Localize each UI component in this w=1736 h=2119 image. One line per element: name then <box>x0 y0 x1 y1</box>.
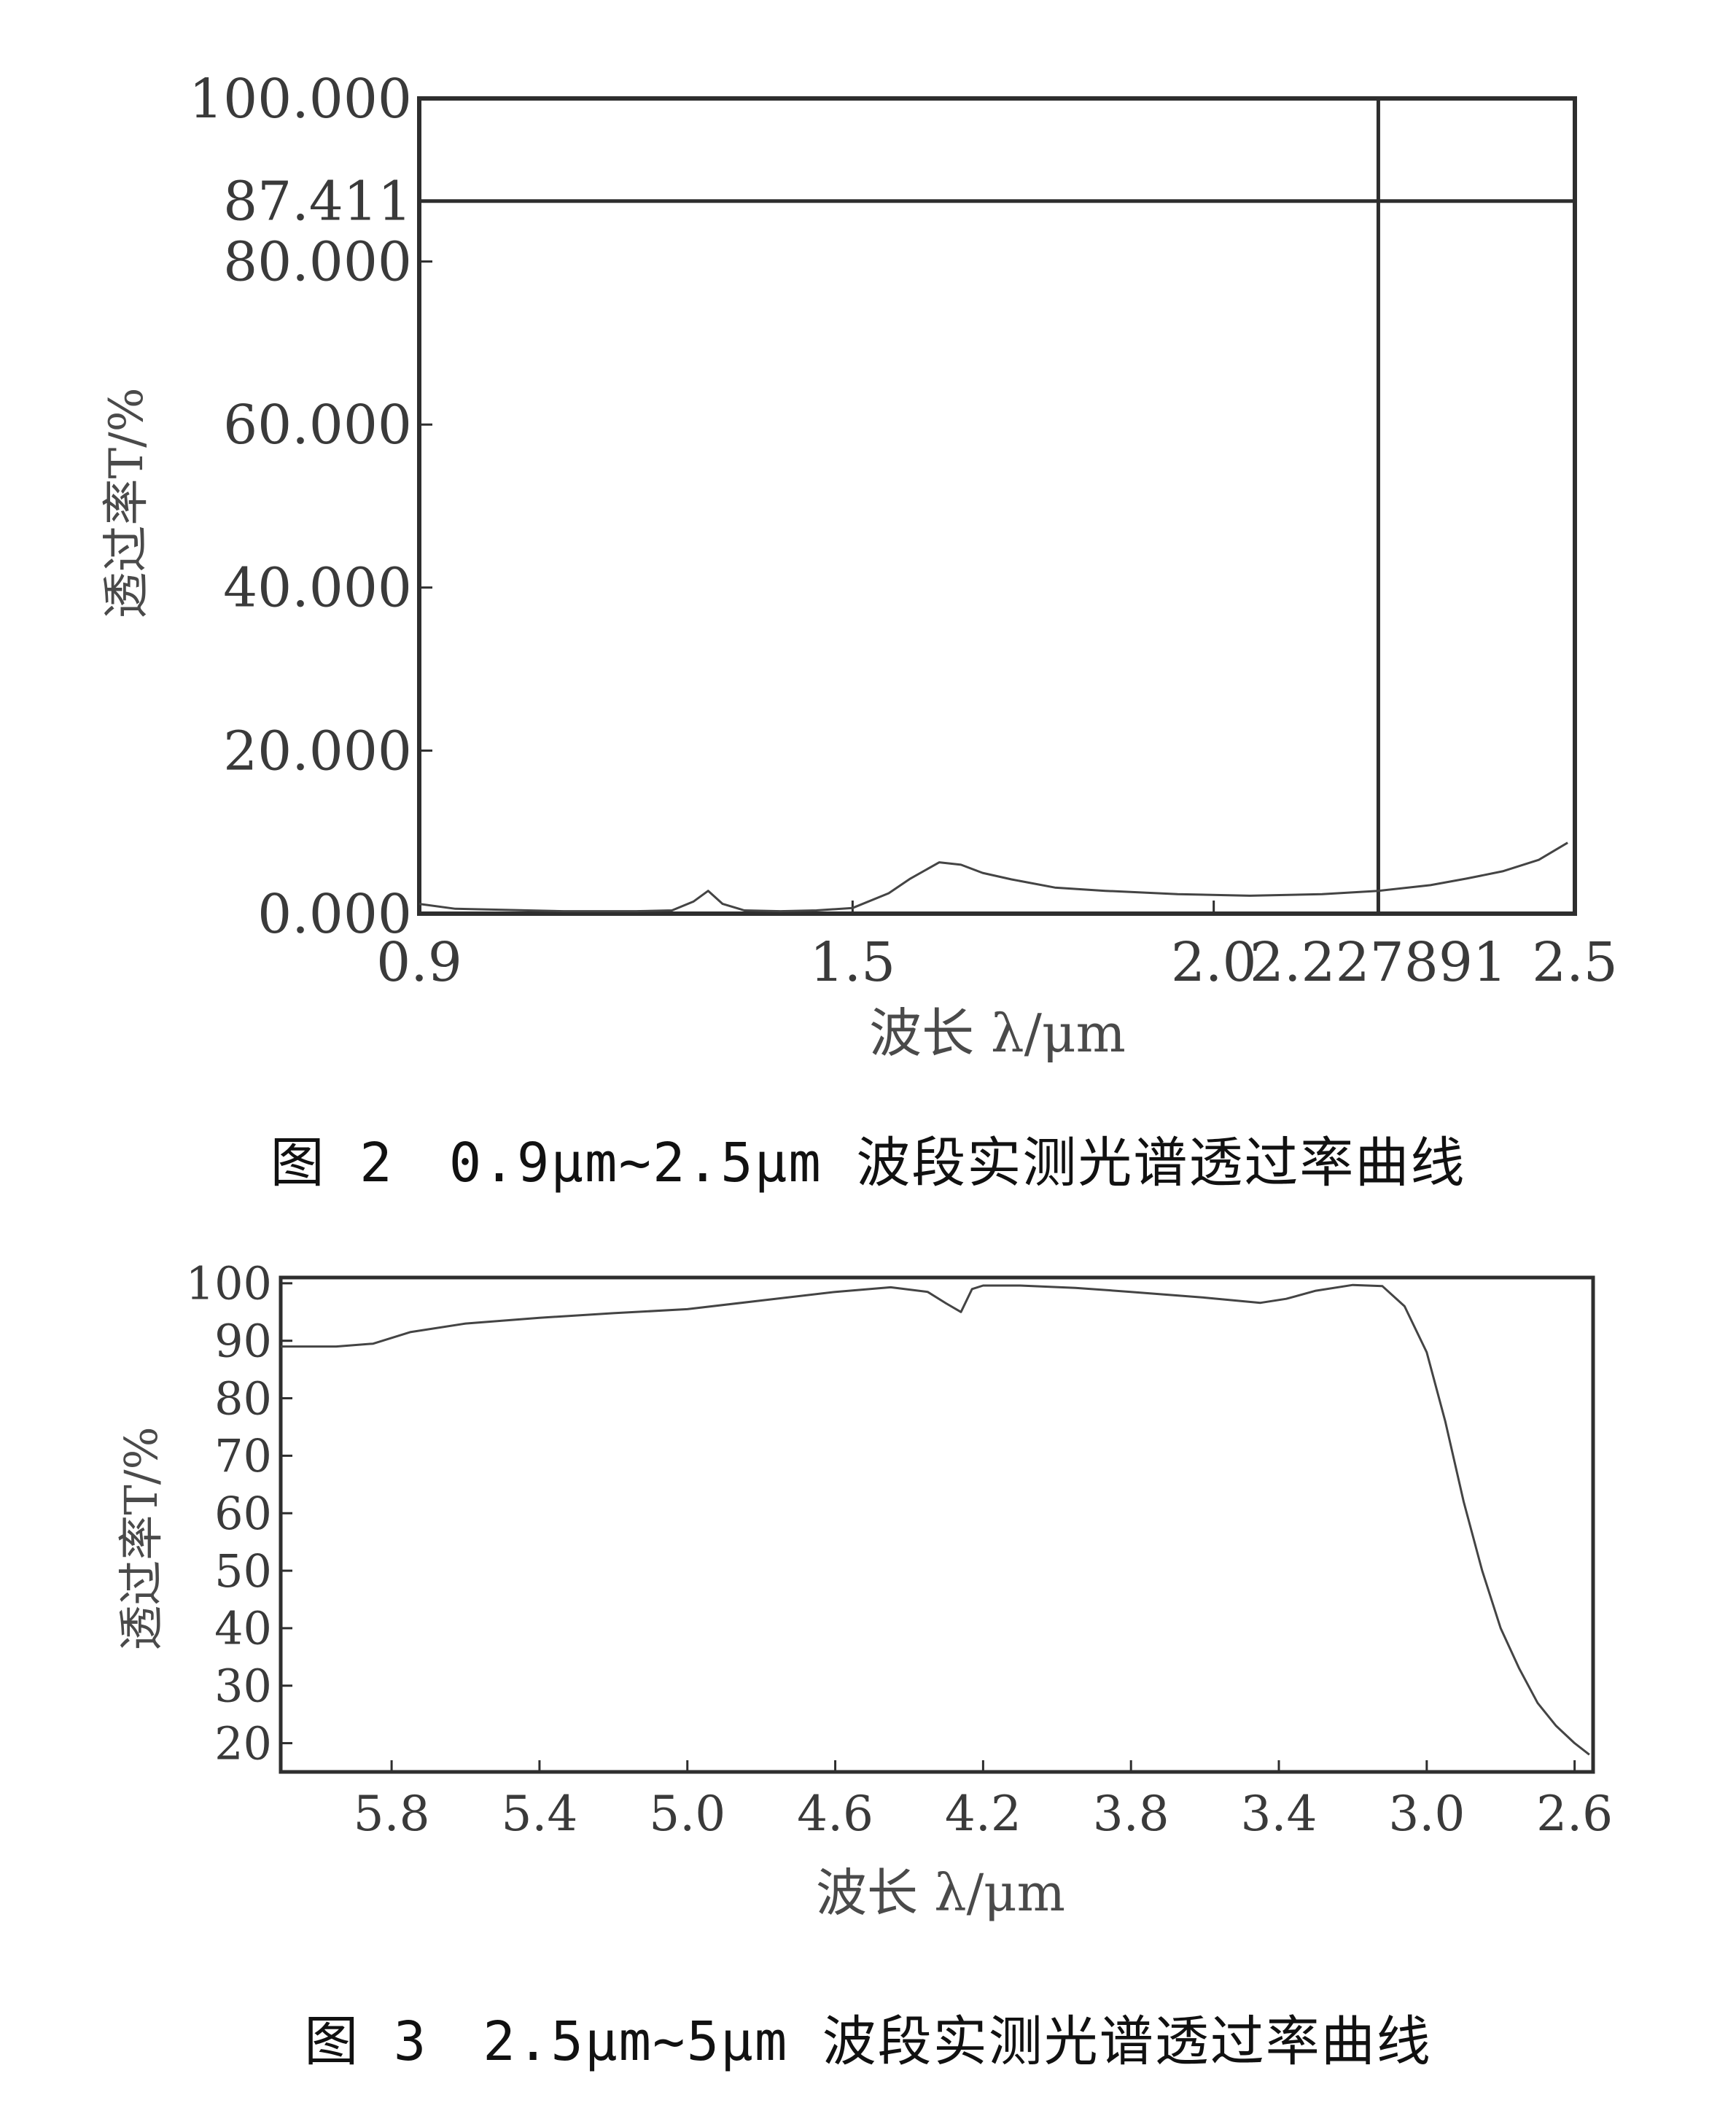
chart-3-y-axis-label: 透过率T/% <box>114 1426 168 1650</box>
chart-2-y-tick-label: 87.411 <box>223 171 412 233</box>
chart-2-y-tick-label: 40.000 <box>223 557 412 620</box>
chart-3-x-tick-label: 3.8 <box>1093 1786 1169 1842</box>
chart-2-plot-frame <box>417 96 1577 916</box>
chart-2-svg: 透过率T/% 波长 λ/μm 0.000 20.000 40.000 60.000 80… <box>100 68 1618 1064</box>
chart-2-x-tick-label: 2.227891 <box>1250 931 1507 994</box>
figure-3: 透过率T/% 波长 λ/μm 20 30 40 50 60 70 80 90 100 5.8 5.4… <box>0 1240 1736 2119</box>
chart-3-x-tick-label: 3.4 <box>1241 1786 1317 1842</box>
chart-3-y-tick-label: 40 <box>214 1602 272 1655</box>
chart-3-x-axis-label: 波长 λ/μm <box>816 1863 1065 1923</box>
chart-3-y-tick-label: 100 <box>186 1257 272 1310</box>
chart-3-y-tick-label: 60 <box>214 1487 272 1540</box>
figure-3-caption: 图 3 2.5μm~5μm 波段实测光谱透过率曲线 <box>304 2010 1432 2073</box>
chart-2-x-tick-label: 2.0 <box>1171 931 1257 994</box>
chart-2-y-tick-label: 100.000 <box>189 68 412 131</box>
chart-3-x-tick-label: 5.4 <box>501 1786 577 1842</box>
chart-3-y-tick-label: 30 <box>214 1659 272 1712</box>
figure-2: 透过率T/% 波长 λ/μm 0.000 20.000 40.000 60.000 80… <box>100 68 1618 1194</box>
chart-2-series-line <box>419 841 1568 913</box>
chart-3-x-tick-label: 3.0 <box>1388 1786 1465 1842</box>
chart-2-y-tick-label: 60.000 <box>223 394 412 456</box>
chart-3-series-line <box>281 1283 1590 1756</box>
chart-2-y-axis-label: 透过率T/% <box>100 387 154 618</box>
chart-3-y-tick-label: 70 <box>214 1429 272 1482</box>
chart-2-x-axis-label: 波长 λ/μm <box>869 1003 1126 1064</box>
chart-2-y-tick-label: 0.000 <box>257 883 412 946</box>
chart-3-x-tick-label: 5.8 <box>354 1786 430 1842</box>
chart-3-y-tick-label: 20 <box>214 1716 272 1770</box>
chart-2-x-tick-label: 0.9 <box>376 931 462 994</box>
chart-3-y-tick-label: 50 <box>214 1544 272 1598</box>
chart-3-x-tick-label: 4.2 <box>945 1786 1021 1842</box>
chart-2-y-tick-label: 80.000 <box>223 231 412 294</box>
chart-3-y-tick-label: 90 <box>214 1314 272 1367</box>
figure-2-caption: 图 2 0.9μm~2.5μm 波段实测光谱透过率曲线 <box>270 1132 1466 1194</box>
chart-3-x-tick-label: 5.0 <box>649 1786 725 1842</box>
chart-2-x-tick-label: 1.5 <box>810 931 896 994</box>
chart-3-plot-frame <box>279 1275 1595 1774</box>
chart-3-x-tick-label: 2.6 <box>1536 1786 1613 1842</box>
chart-2-y-tick-label: 20.000 <box>223 720 412 782</box>
chart-2-x-tick-label: 2.5 <box>1532 931 1618 994</box>
chart-3-y-tick-label: 80 <box>214 1372 272 1425</box>
chart-3-x-tick-label: 4.6 <box>797 1786 873 1842</box>
